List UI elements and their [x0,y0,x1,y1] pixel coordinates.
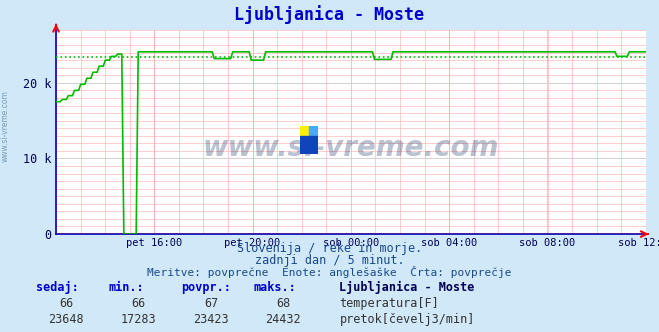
Text: zadnji dan / 5 minut.: zadnji dan / 5 minut. [254,254,405,267]
Text: Meritve: povprečne  Enote: anglešaške  Črta: povprečje: Meritve: povprečne Enote: anglešaške Črt… [147,266,512,278]
Text: sedaj:: sedaj: [36,281,79,293]
Bar [309,126,318,135]
Text: temperatura[F]: temperatura[F] [339,297,439,310]
Text: Slovenija / reke in morje.: Slovenija / reke in morje. [237,242,422,255]
Text: 17283: 17283 [121,313,156,326]
Bar [300,126,309,135]
Text: 66: 66 [131,297,146,310]
Text: www.si-vreme.com: www.si-vreme.com [1,90,10,162]
Text: Ljubljanica - Moste: Ljubljanica - Moste [339,281,474,293]
Text: 23648: 23648 [48,313,84,326]
Text: www.si-vreme.com: www.si-vreme.com [203,134,499,162]
Bar [300,135,318,154]
Text: maks.:: maks.: [254,281,297,293]
Text: 23423: 23423 [193,313,229,326]
Text: 24432: 24432 [266,313,301,326]
Text: Ljubljanica - Moste: Ljubljanica - Moste [235,5,424,25]
Text: min.:: min.: [109,281,144,293]
Text: povpr.:: povpr.: [181,281,231,293]
Text: 68: 68 [276,297,291,310]
Text: 67: 67 [204,297,218,310]
Text: 66: 66 [59,297,73,310]
Text: pretok[čevelj3/min]: pretok[čevelj3/min] [339,313,474,326]
